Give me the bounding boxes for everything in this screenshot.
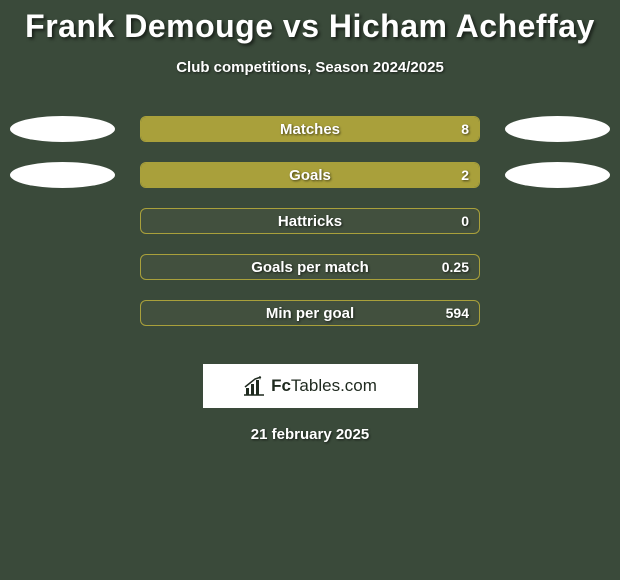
- page-title: Frank Demouge vs Hicham Acheffay: [25, 8, 595, 45]
- stat-bar-fill: [141, 117, 479, 141]
- stat-bar: Hattricks0: [140, 208, 480, 234]
- stat-bar: Goals2: [140, 162, 480, 188]
- stat-bar-fill: [141, 163, 479, 187]
- stat-bar: Matches8: [140, 116, 480, 142]
- spacer: [505, 208, 610, 234]
- stat-value: 2: [461, 167, 469, 183]
- stat-value: 594: [446, 305, 469, 321]
- stat-label: Min per goal: [141, 305, 479, 322]
- stat-row: Min per goal594: [10, 300, 610, 326]
- stat-row: Matches8: [10, 116, 610, 142]
- brand-inner: FcTables.com: [243, 376, 377, 396]
- stat-row: Goals per match0.25: [10, 254, 610, 280]
- spacer: [10, 254, 115, 280]
- brand-suffix: Tables.com: [291, 376, 377, 395]
- date-label: 21 february 2025: [251, 426, 369, 443]
- spacer: [10, 208, 115, 234]
- comparison-card: Frank Demouge vs Hicham Acheffay Club co…: [0, 0, 620, 443]
- stat-bar: Goals per match0.25: [140, 254, 480, 280]
- brand-text: FcTables.com: [271, 376, 377, 396]
- player-right-marker: [505, 162, 610, 188]
- brand-prefix: Fc: [271, 376, 291, 395]
- stat-value: 0.25: [442, 259, 469, 275]
- stat-label: Goals per match: [141, 259, 479, 276]
- spacer: [505, 300, 610, 326]
- bar-chart-icon: [243, 376, 265, 396]
- stat-row: Goals2: [10, 162, 610, 188]
- player-right-marker: [505, 116, 610, 142]
- spacer: [505, 254, 610, 280]
- spacer: [10, 300, 115, 326]
- player-left-marker: [10, 162, 115, 188]
- stat-bar: Min per goal594: [140, 300, 480, 326]
- stats-list: Matches8Goals2Hattricks0Goals per match0…: [10, 116, 610, 346]
- subtitle: Club competitions, Season 2024/2025: [176, 59, 444, 76]
- player-left-marker: [10, 116, 115, 142]
- brand-badge[interactable]: FcTables.com: [203, 364, 418, 408]
- stat-label: Hattricks: [141, 213, 479, 230]
- stat-value: 0: [461, 213, 469, 229]
- stat-row: Hattricks0: [10, 208, 610, 234]
- stat-value: 8: [461, 121, 469, 137]
